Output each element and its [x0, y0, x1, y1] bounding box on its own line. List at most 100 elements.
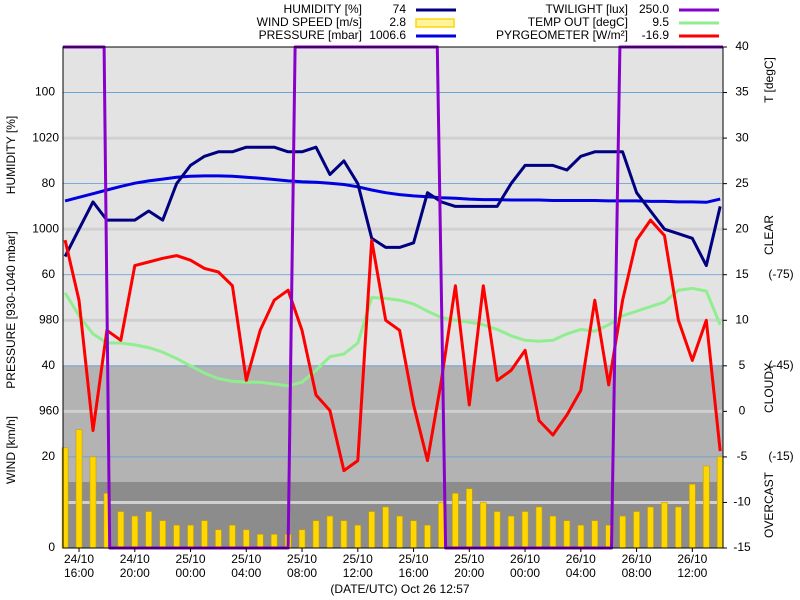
wind-bar — [424, 524, 431, 549]
y3-tick-label: 960 — [39, 404, 59, 418]
y3-tick-label: 1020 — [32, 130, 59, 144]
x-tick-label: 24/10 16:00 — [64, 552, 94, 580]
wind-bar — [521, 511, 529, 549]
wind-bar — [410, 520, 417, 549]
wind-bar — [549, 515, 557, 549]
wind-bar — [716, 456, 724, 549]
wind-bar — [256, 534, 264, 549]
y2-axis-title: T [degC] — [762, 57, 776, 103]
legend-value: 2.8 — [389, 15, 406, 29]
x-tick-label: 25/10 16:00 — [399, 552, 429, 580]
wind-bar — [159, 520, 166, 549]
legend-swatch — [415, 18, 455, 28]
legend-label: TWILIGHT [lux] — [546, 2, 628, 16]
y-axis-title: HUMIDITY [%] — [4, 116, 18, 194]
x-tick-label-line: 04:00 — [231, 566, 261, 580]
x-tick-label-line: 12:00 — [677, 566, 707, 580]
wind-bar — [647, 506, 654, 549]
y-tick-label: 100 — [35, 85, 55, 99]
wind-bar — [354, 524, 362, 549]
y-axis-title: PRESSURE [930-1040 mbar] — [4, 231, 18, 388]
x-tick-label-line: 16:00 — [64, 566, 94, 580]
x-tick-label-line: 04:00 — [566, 566, 596, 580]
wind-bar — [452, 493, 459, 549]
y2-tick-label: 20 — [735, 221, 749, 235]
wind-bar — [591, 520, 599, 549]
legend-label: WIND SPEED [m/s] — [257, 15, 362, 29]
sky-label: CLEAR — [762, 215, 776, 255]
x-axis-title: (DATE/UTC) Oct 26 12:57 — [330, 582, 469, 596]
y2-tick-label: -5 — [737, 449, 748, 463]
wind-bar — [507, 515, 515, 549]
wind-bar — [619, 515, 626, 549]
x-tick-label: 25/10 12:00 — [343, 552, 373, 580]
y2-tick-label: 30 — [735, 130, 749, 144]
wind-bar — [702, 465, 710, 549]
y-tick-label: 40 — [42, 358, 56, 372]
x-tick-label-line: 16:00 — [399, 566, 429, 580]
x-tick-label-line: 25/10 — [454, 552, 484, 566]
legend-label: PYRGEOMETER [W/m²] — [496, 28, 628, 42]
clear-band — [63, 47, 723, 366]
y-tick-label: 60 — [42, 267, 56, 281]
x-tick-label: 24/10 20:00 — [120, 552, 150, 580]
x-tick-label-line: 26/10 — [677, 552, 707, 566]
x-tick-label: 25/10 04:00 — [231, 552, 261, 580]
wind-bar — [340, 520, 348, 549]
wind-bar — [675, 506, 682, 549]
y2-tick-label: 25 — [735, 176, 749, 190]
y2-tick-label: -15 — [733, 540, 751, 554]
x-tick-label-line: 25/10 — [343, 552, 373, 566]
x-tick-label: 26/10 04:00 — [566, 552, 596, 580]
y4-tick-label: (-75) — [768, 267, 793, 281]
y4-tick-label: (-15) — [768, 449, 793, 463]
x-tick-label-line: 25/10 — [176, 552, 206, 566]
legend-value: -16.9 — [642, 28, 670, 42]
series-line — [63, 145, 722, 268]
wind-bar — [368, 511, 376, 549]
wind-bar — [466, 488, 473, 549]
x-tick-label: 25/10 20:00 — [454, 552, 484, 580]
wind-bar — [75, 429, 83, 549]
wind-bar — [312, 520, 320, 549]
sky-label: CLOUDY — [762, 363, 776, 413]
x-tick-label: 25/10 00:00 — [176, 552, 206, 580]
y-tick-label: 20 — [42, 449, 56, 463]
wind-bar — [201, 520, 208, 549]
y-axis-title: WIND [km/h] — [4, 416, 18, 484]
series-line — [64, 174, 721, 204]
wind-bar — [535, 506, 543, 549]
y2-tick-label: -10 — [733, 495, 751, 509]
y-tick-label: 80 — [42, 176, 56, 190]
x-tick-label-line: 25/10 — [399, 552, 429, 566]
x-tick-label-line: 08:00 — [622, 566, 652, 580]
y4-tick-label: (-45) — [768, 358, 793, 372]
legend-label: HUMIDITY [%] — [284, 2, 362, 16]
legend-value: 250.0 — [639, 2, 669, 16]
y3-tick-label: 980 — [39, 312, 59, 326]
y2-tick-label: 10 — [735, 312, 749, 326]
series-line — [63, 218, 722, 473]
wind-bar — [298, 529, 306, 549]
wind-bar — [577, 524, 585, 549]
x-tick-label-line: 24/10 — [64, 552, 94, 566]
y2-tick-label: 5 — [739, 358, 746, 372]
legend-value: 9.5 — [652, 15, 669, 29]
plot-frame — [62, 46, 724, 549]
x-tick-label-line: 20:00 — [120, 566, 150, 580]
wind-bar — [173, 524, 180, 549]
wind-bar — [89, 456, 97, 549]
y2-tick-label: 0 — [739, 404, 746, 418]
x-tick-label-line: 24/10 — [120, 552, 150, 566]
legend-label: TEMP OUT [degC] — [528, 15, 628, 29]
x-tick-label-line: 26/10 — [622, 552, 652, 566]
legend-label: PRESSURE [mbar] — [259, 28, 362, 42]
x-tick-label-line: 12:00 — [343, 566, 373, 580]
x-tick-label-line: 00:00 — [176, 566, 206, 580]
wind-bar — [382, 506, 389, 549]
wind-bar — [563, 520, 571, 549]
wind-bar — [270, 534, 278, 549]
x-tick-label-line: 26/10 — [566, 552, 596, 566]
wind-bar — [131, 515, 139, 549]
